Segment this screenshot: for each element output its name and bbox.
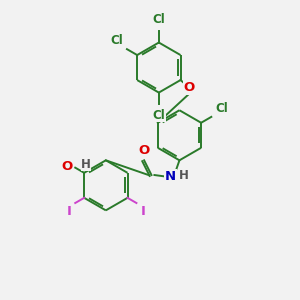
Text: O: O [184, 81, 195, 94]
Text: N: N [165, 170, 176, 183]
Text: H: H [179, 169, 189, 182]
Text: Cl: Cl [215, 102, 228, 115]
Text: I: I [140, 205, 145, 218]
Text: Cl: Cl [152, 109, 165, 122]
Text: O: O [139, 144, 150, 157]
Text: I: I [67, 205, 71, 218]
Text: O: O [61, 160, 73, 173]
Text: H: H [81, 158, 91, 171]
Text: Cl: Cl [110, 34, 123, 47]
Text: Cl: Cl [152, 13, 165, 26]
